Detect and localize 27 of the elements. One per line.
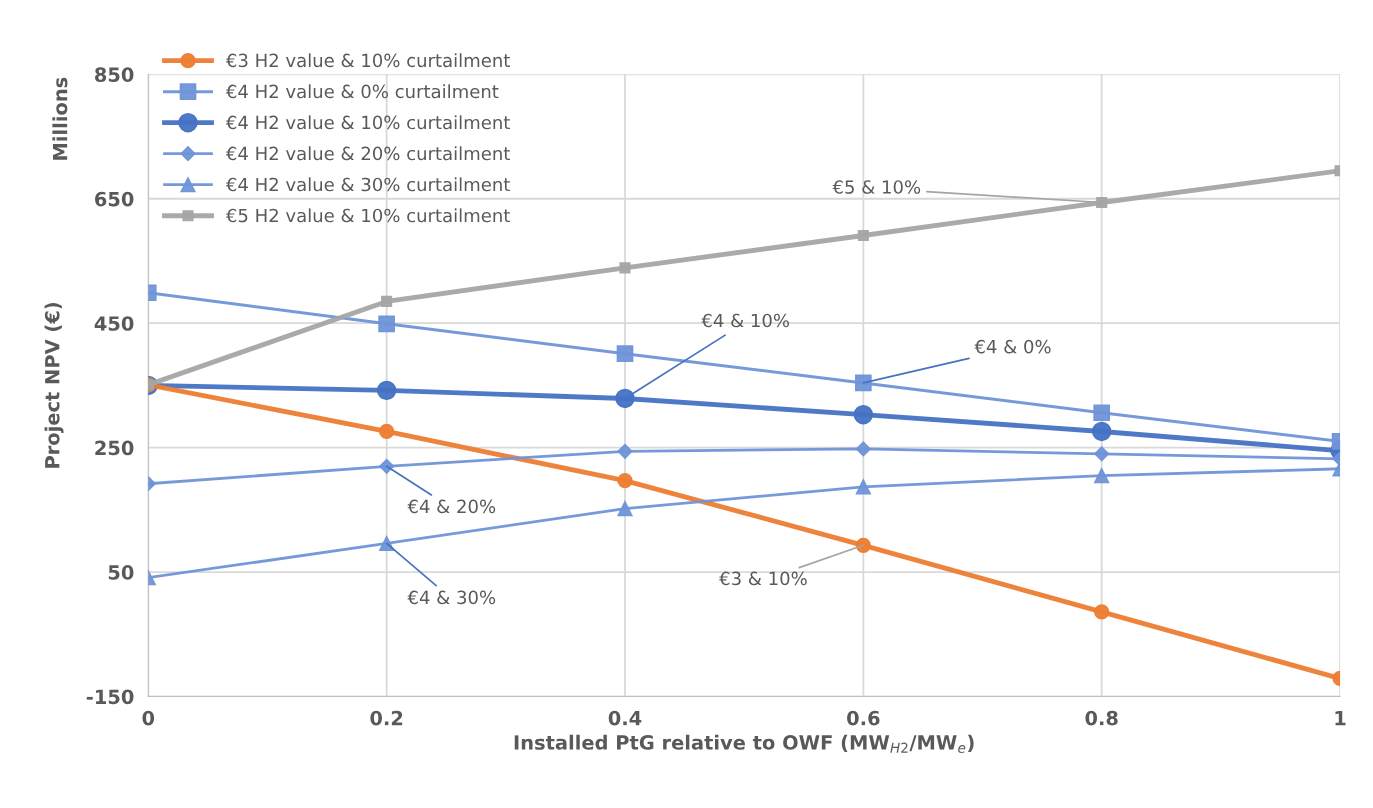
annotation: €3 & 10% (719, 571, 807, 586)
y-tick-label: 650 (95, 191, 134, 207)
legend-label: €3 H2 value & 10% curtailment (225, 53, 510, 68)
annotation: €4 & 30% (407, 590, 496, 605)
annotation: €4 & 10% (701, 313, 790, 328)
x-axis-title: Installed PtG relative to OWF (MW$_{H2}$/MW$_{e}$) (514, 734, 974, 753)
legend-label: €4 H2 value & 30% curtailment (225, 177, 510, 192)
x-tick-label: 0 (142, 710, 155, 726)
y-tick-label: -150 (86, 689, 134, 705)
legend-label: €5 H2 value & 10% curtailment (225, 208, 510, 223)
y-axis-title: Project NPV (€) (44, 302, 64, 468)
y-tick-label: 50 (108, 565, 134, 580)
y-tick-label: 450 (94, 316, 134, 331)
annotation: €4 & 20% (407, 499, 496, 514)
legend-label: €4 H2 value & 0% curtailment (225, 84, 499, 99)
x-tick-label: 1 (1335, 710, 1346, 726)
annotation: €5 & 10% (832, 180, 921, 194)
x-tick-label: 0.4 (608, 710, 642, 726)
x-tick-label: 0.2 (370, 710, 403, 726)
annotation: €4 & 0% (974, 339, 1051, 354)
y-tick-label: 250 (95, 440, 134, 456)
x-tick-label: 0.6 (847, 710, 880, 726)
text: Millions (52, 77, 68, 160)
legend-label: €4 H2 value & 10% curtailment (225, 115, 510, 130)
y-tick-label: 850 (95, 67, 134, 82)
x-tick-label: 0.8 (1085, 710, 1118, 726)
legend-label: €4 H2 value & 20% curtailment (225, 146, 510, 161)
